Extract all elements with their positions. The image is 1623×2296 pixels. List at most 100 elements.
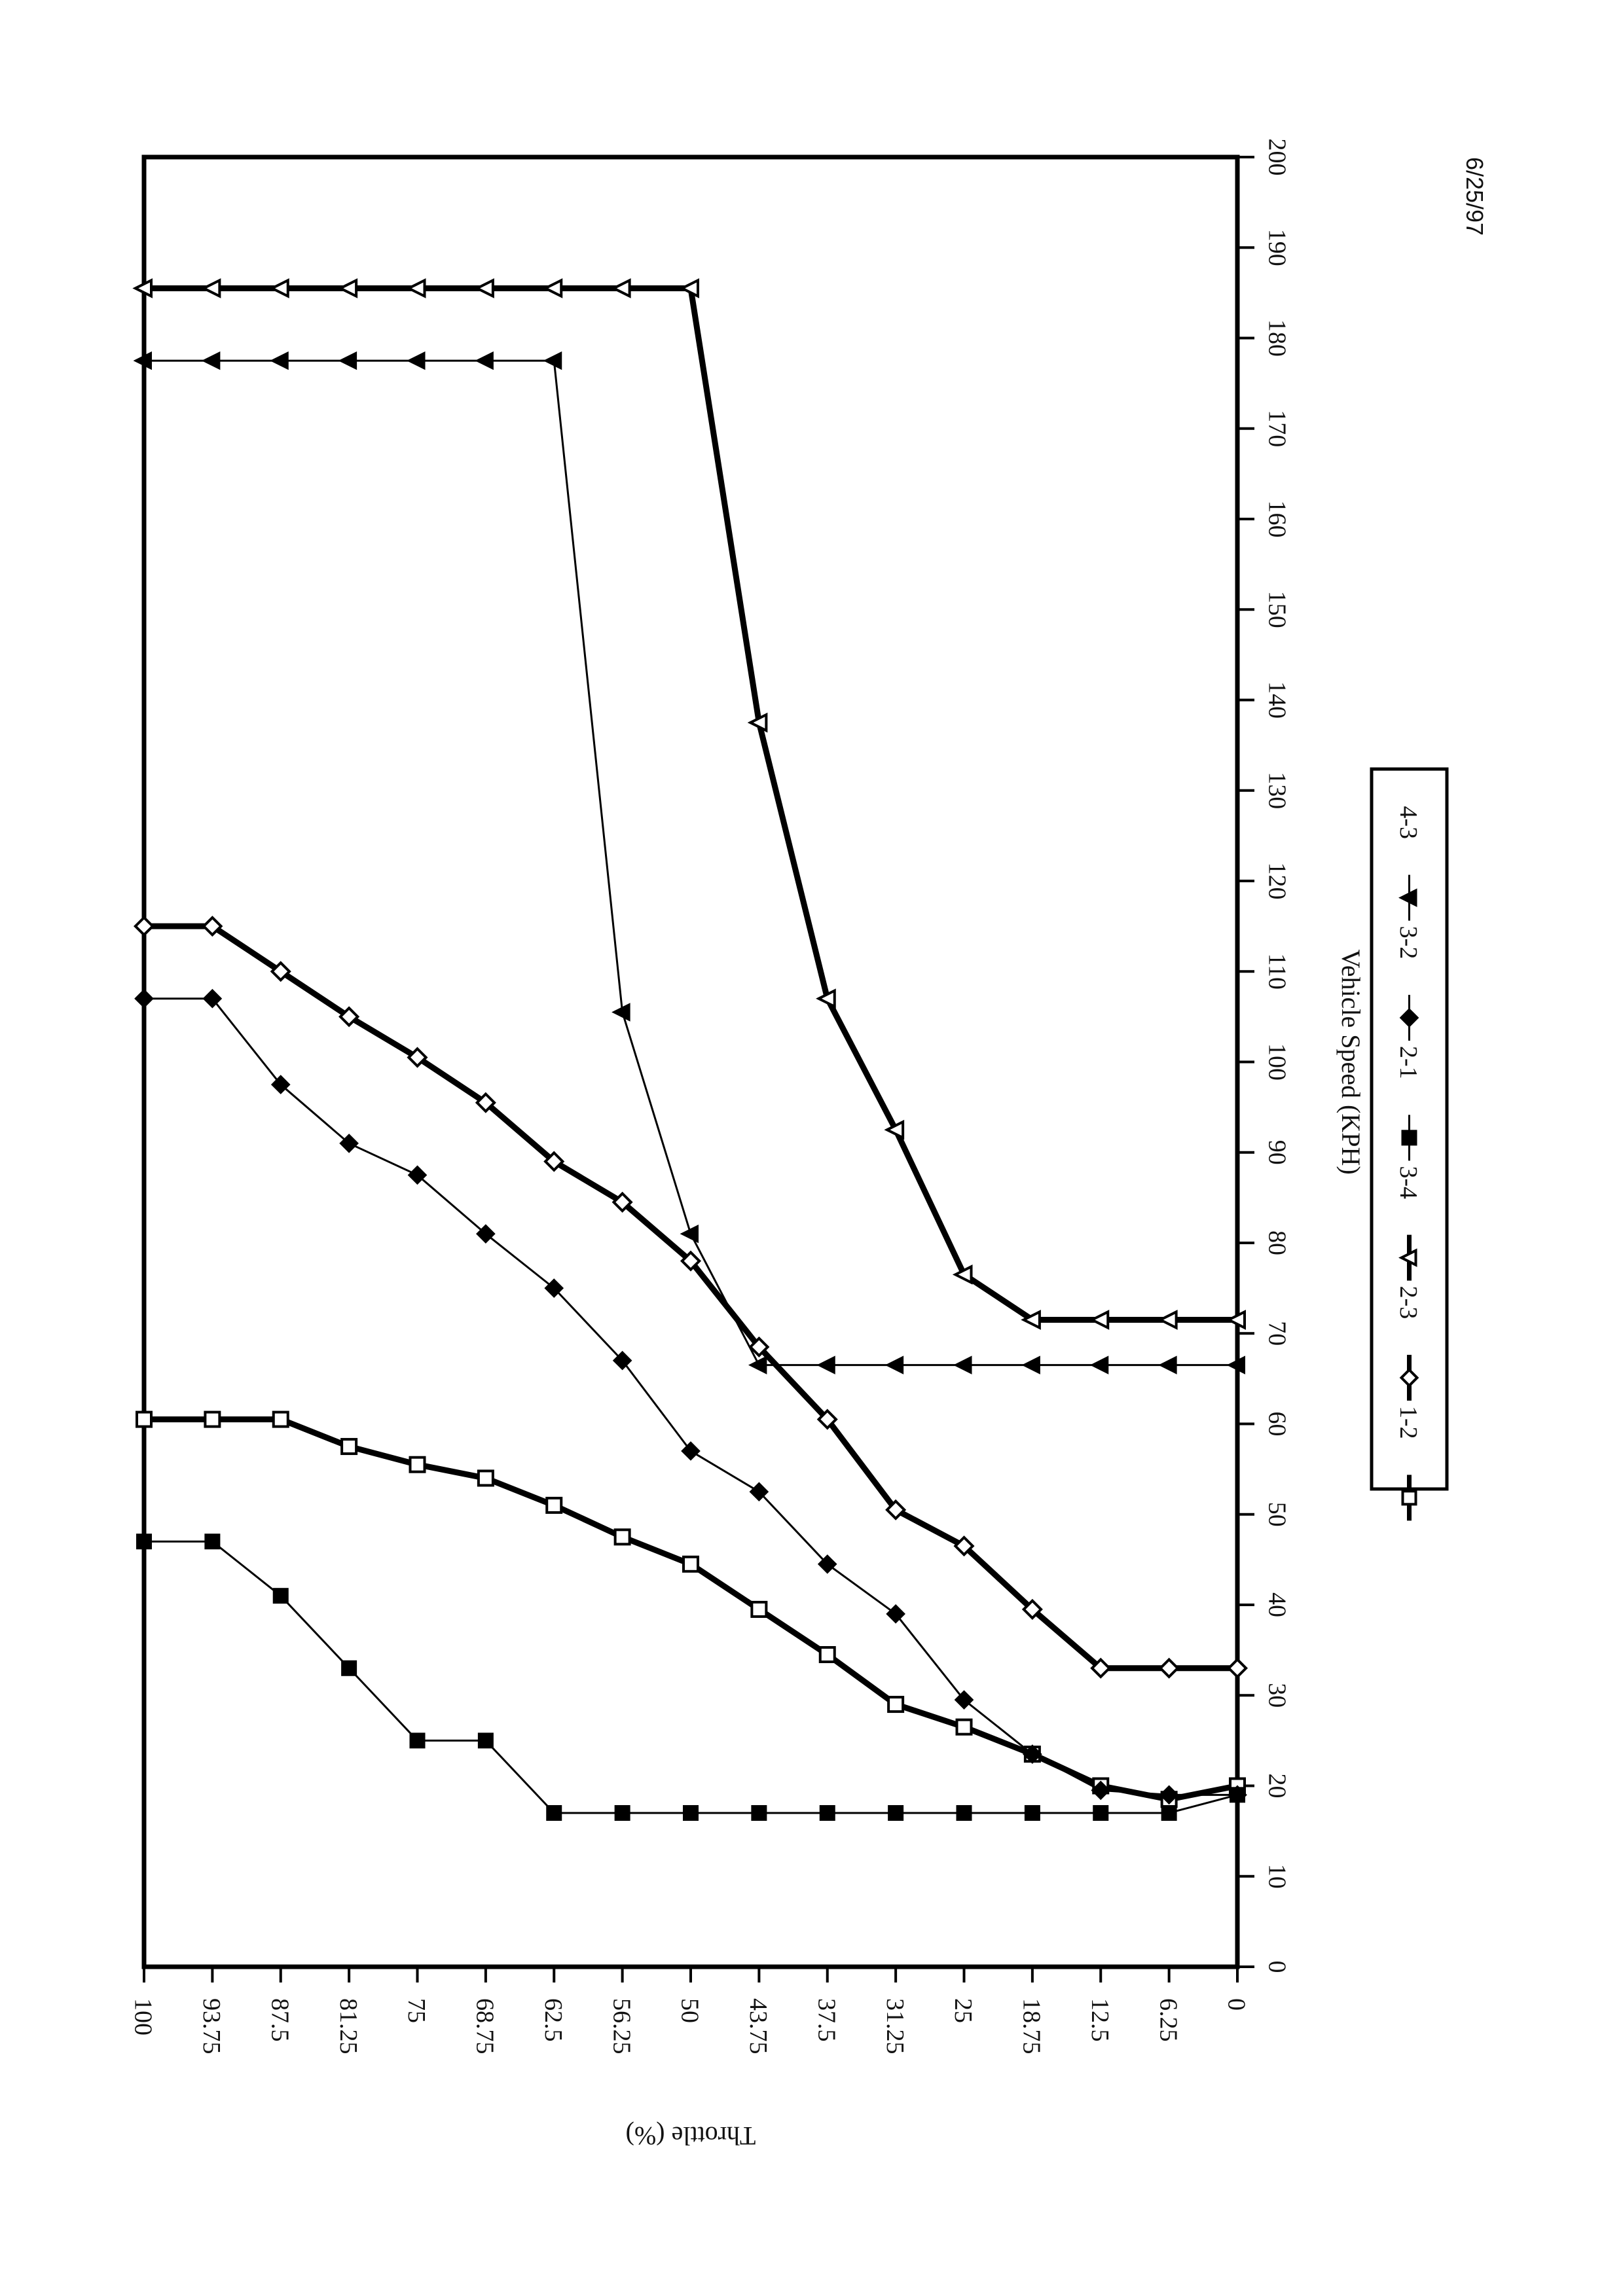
data-point <box>407 351 426 370</box>
data-point <box>818 1646 836 1664</box>
data-point <box>202 988 223 1009</box>
data-point <box>477 1469 494 1487</box>
data-point <box>341 1660 357 1676</box>
data-point <box>611 1191 633 1213</box>
data-point <box>134 988 154 1009</box>
data-point <box>544 1278 564 1298</box>
legend-label: 1-2 <box>1395 1406 1422 1439</box>
data-point <box>884 1119 905 1140</box>
data-point <box>1226 1310 1246 1330</box>
series-line-3-4 <box>144 285 1237 1323</box>
data-point <box>136 1534 152 1550</box>
data-point <box>747 712 768 733</box>
legend-label: 4-3 <box>1395 806 1422 839</box>
data-point <box>748 1336 770 1358</box>
x-tick-label: 60 <box>1264 1412 1291 1437</box>
x-tick-label: 0 <box>1264 1961 1291 1973</box>
data-point <box>887 1696 905 1713</box>
data-point <box>816 988 836 1009</box>
legend-item-3-2: 3-2 <box>1395 926 1422 1041</box>
x-tick-label: 170 <box>1264 410 1291 447</box>
y-tick-label: 62.5 <box>539 1998 567 2042</box>
data-point <box>954 1690 974 1710</box>
data-point <box>749 1482 769 1502</box>
data-point <box>272 1410 289 1428</box>
data-point <box>610 278 631 298</box>
data-point <box>204 1534 221 1550</box>
data-point <box>953 1355 972 1374</box>
series-line-4-3 <box>144 359 1237 1367</box>
data-point <box>477 1732 494 1749</box>
y-tick-label: 0 <box>1223 1998 1250 2011</box>
data-point <box>750 1600 768 1618</box>
data-point <box>474 278 494 298</box>
y-tick-label: 93.75 <box>198 1998 225 2054</box>
data-point <box>612 1350 632 1371</box>
x-tick-label: 160 <box>1264 501 1291 538</box>
x-tick-label: 70 <box>1264 1321 1291 1346</box>
data-point <box>340 1438 358 1456</box>
x-axis-title: Vehicle Speed (KPH) <box>1336 949 1366 1174</box>
y-tick-label: 25 <box>949 1998 977 2023</box>
series-3-4 <box>132 278 1246 1330</box>
data-point <box>817 1554 837 1574</box>
plot-area: 0 10 20 30 40 50 60 70 80 90 100 110 120 130 140 150 160… <box>130 139 1291 2054</box>
y-tick-label: 75 <box>403 1998 430 2023</box>
data-point <box>884 1355 904 1374</box>
data-point <box>680 1224 699 1244</box>
y-tick-label: 81.25 <box>335 1998 362 2054</box>
legend-swatch-marker <box>1401 1130 1417 1146</box>
x-tick-label: 140 <box>1264 681 1291 719</box>
data-point <box>339 1134 359 1153</box>
data-point <box>1093 1804 1109 1821</box>
data-point <box>405 278 426 298</box>
data-point <box>270 351 289 370</box>
legend-item-3-4: 3-4 <box>1395 1166 1422 1281</box>
y-tick-label: 31.25 <box>881 1998 909 2054</box>
data-point <box>885 1499 907 1520</box>
y-tick-label: 43.75 <box>744 1998 772 2054</box>
series-4-3 <box>133 351 1245 1374</box>
data-point <box>270 961 291 982</box>
data-point <box>338 351 357 370</box>
data-point <box>682 1555 699 1573</box>
legend-swatch-marker <box>1399 1368 1419 1388</box>
legend-item-4-3: 4-3 <box>1395 806 1422 921</box>
date-label: 6/25/97 <box>1461 157 1488 236</box>
x-tick-label: 90 <box>1264 1140 1291 1165</box>
data-point <box>1021 1355 1040 1374</box>
legend-label: 3-4 <box>1395 1166 1422 1199</box>
data-point <box>1089 1355 1109 1374</box>
data-point <box>956 1804 972 1821</box>
data-point <box>1228 1785 1247 1805</box>
y-tick-label: 12.5 <box>1086 1998 1114 2042</box>
data-point <box>1089 1310 1110 1330</box>
data-point <box>133 351 152 370</box>
data-point <box>202 916 223 937</box>
x-tick-label: 50 <box>1264 1502 1291 1527</box>
x-tick-label: 40 <box>1264 1592 1291 1617</box>
data-point <box>886 1604 905 1624</box>
data-point <box>952 1265 973 1285</box>
legend-label: 2-3 <box>1395 1286 1422 1319</box>
x-tick-label: 200 <box>1264 139 1291 176</box>
legend-item-1-2: 1-2 <box>1395 1406 1422 1521</box>
x-tick-label: 150 <box>1264 591 1291 628</box>
y-tick-label: 56.25 <box>608 1998 635 2054</box>
legend-item-2-3: 2-3 <box>1395 1286 1422 1401</box>
data-point <box>269 278 289 298</box>
data-point <box>679 278 699 298</box>
legend-swatch-marker <box>1398 888 1417 907</box>
data-point <box>475 351 494 370</box>
data-point <box>1158 1355 1177 1374</box>
data-point <box>409 1456 426 1473</box>
data-point <box>545 1496 563 1514</box>
data-point <box>338 1006 360 1028</box>
data-point <box>543 1151 565 1172</box>
data-point <box>1021 1310 1041 1330</box>
data-point <box>613 1528 631 1546</box>
y-tick-label: 18.75 <box>1018 1998 1046 2054</box>
data-point <box>201 351 221 370</box>
data-point <box>200 278 221 298</box>
